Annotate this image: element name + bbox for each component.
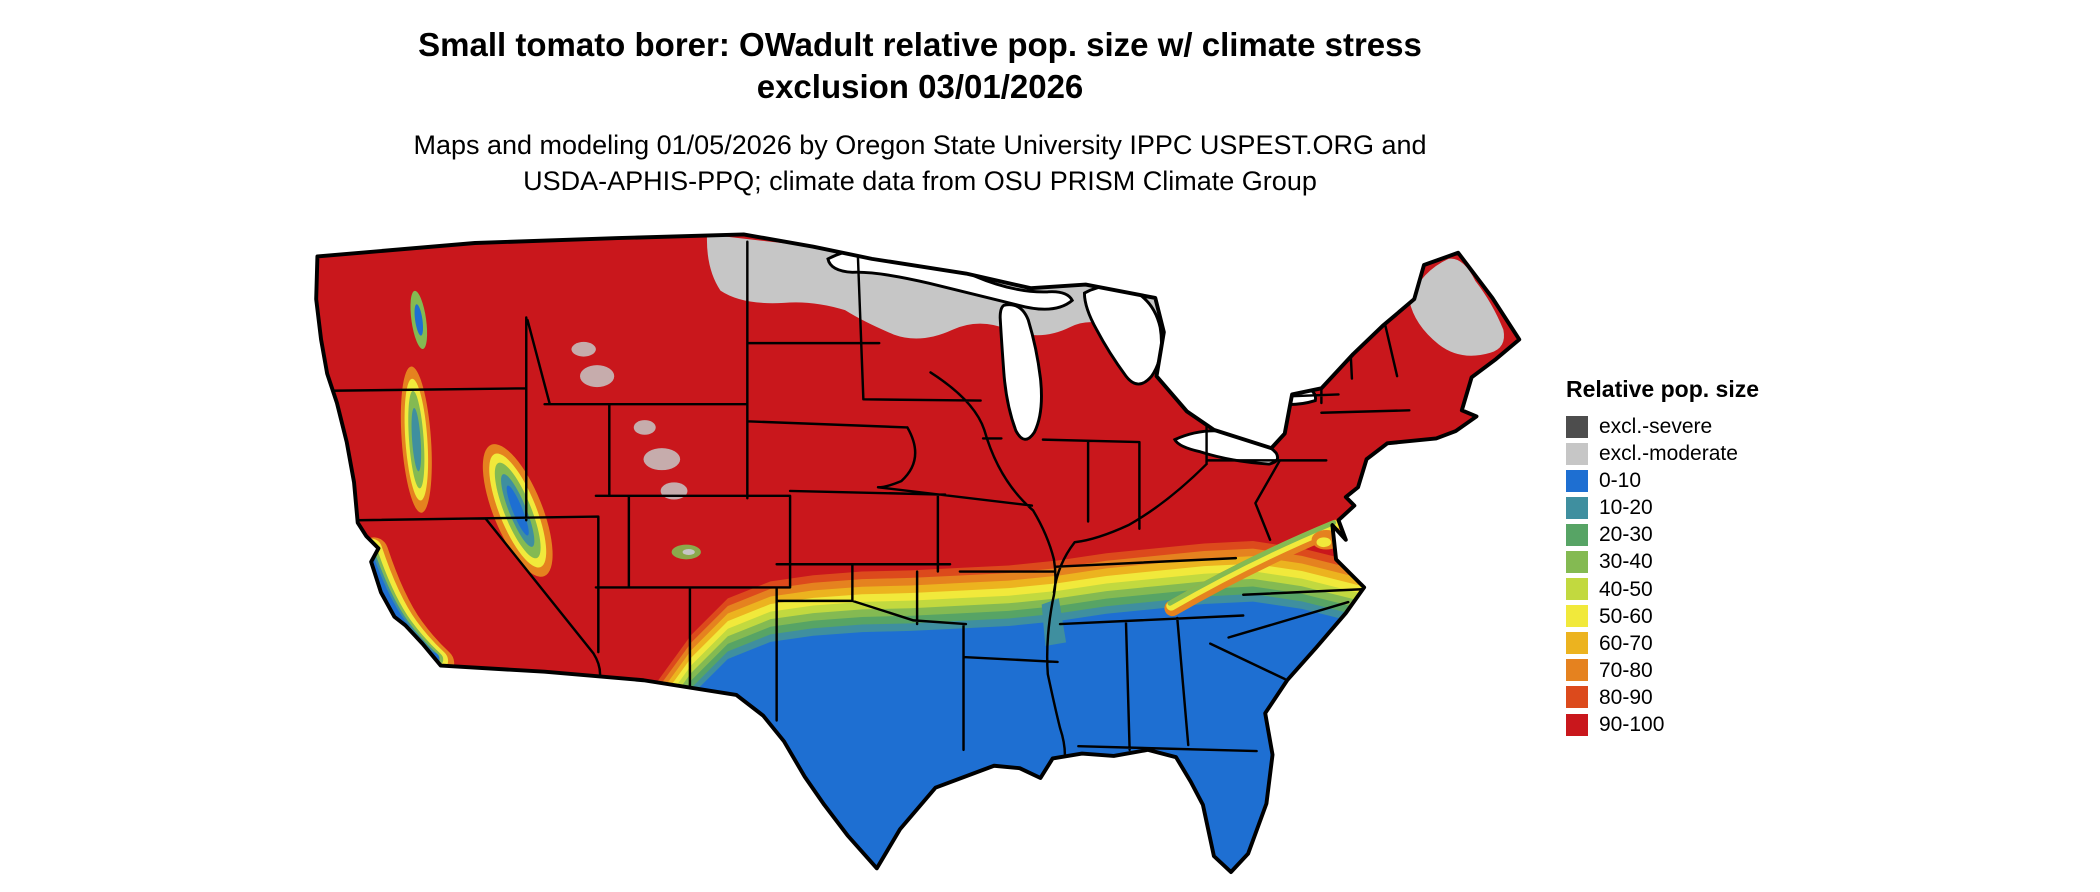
exclusion-moderate-rockies bbox=[571, 341, 688, 500]
legend-item-label: 50-60 bbox=[1599, 604, 1653, 628]
san-juan-spot bbox=[671, 544, 701, 560]
legend-item-label: 90-100 bbox=[1599, 713, 1665, 737]
great-lakes bbox=[826, 247, 1317, 466]
legend-swatch bbox=[1566, 659, 1588, 682]
map-subtitle-line-1: Maps and modeling 01/05/2026 by Oregon S… bbox=[413, 130, 1427, 161]
legend-swatch bbox=[1566, 713, 1588, 736]
us-map bbox=[314, 232, 1522, 874]
map-subtitle: Maps and modeling 01/05/2026 by Oregon S… bbox=[320, 128, 1520, 198]
map-subtitle-line-2: USDA-APHIS-PPQ; climate data from OSU PR… bbox=[523, 165, 1317, 196]
legend-swatch bbox=[1566, 551, 1588, 574]
legend-item: excl.-severe bbox=[1566, 415, 1886, 438]
map-fills bbox=[316, 234, 1520, 873]
legend-item-label: 30-40 bbox=[1599, 550, 1653, 574]
legend-swatch bbox=[1566, 523, 1588, 546]
legend-swatch bbox=[1566, 442, 1588, 465]
legend-swatch bbox=[1566, 469, 1588, 492]
legend-item: 60-70 bbox=[1566, 632, 1886, 655]
legend-item: 70-80 bbox=[1566, 659, 1886, 682]
legend-swatch bbox=[1566, 686, 1588, 709]
legend-title: Relative pop. size bbox=[1566, 376, 1760, 402]
exclusion-moderate-adirondacks bbox=[1267, 345, 1302, 371]
cascades-rings bbox=[400, 290, 432, 513]
exclusion-moderate-maine bbox=[1409, 258, 1505, 356]
legend-item: 50-60 bbox=[1566, 605, 1886, 628]
legend-item: excl.-moderate bbox=[1566, 442, 1886, 465]
state-borders bbox=[325, 238, 1411, 756]
legend-item-label: 20-30 bbox=[1599, 523, 1653, 547]
legend-item: 40-50 bbox=[1566, 578, 1886, 601]
map-header: Small tomato borer: OWadult relative pop… bbox=[320, 24, 1520, 199]
legend-item: 90-100 bbox=[1566, 713, 1886, 736]
legend-item: 30-40 bbox=[1566, 550, 1886, 573]
legend-swatch bbox=[1566, 605, 1588, 628]
population-gradient-bands bbox=[642, 541, 1520, 873]
legend-swatch bbox=[1566, 578, 1588, 601]
legend-item-label: 80-90 bbox=[1599, 685, 1653, 709]
lake-michigan bbox=[998, 303, 1043, 441]
legend-item: 20-30 bbox=[1566, 523, 1886, 546]
legend-item-label: 70-80 bbox=[1599, 658, 1653, 682]
map-title-line-1: Small tomato borer: OWadult relative pop… bbox=[418, 26, 1422, 63]
legend-item: 10-20 bbox=[1566, 496, 1886, 519]
legend-item-label: 60-70 bbox=[1599, 631, 1653, 655]
sierra-nevada-rings bbox=[482, 444, 553, 577]
map-title-line-2: exclusion 03/01/2026 bbox=[756, 68, 1084, 106]
legend-swatch bbox=[1566, 415, 1588, 438]
legend-item-label: 0-10 bbox=[1599, 469, 1642, 493]
legend-swatch bbox=[1566, 496, 1588, 519]
legend: Relative pop. size excl.-severe excl.-mo… bbox=[1566, 376, 1886, 740]
legend-swatch bbox=[1566, 632, 1588, 655]
legend-item: 0-10 bbox=[1566, 469, 1886, 492]
legend-item-label: 10-20 bbox=[1599, 496, 1653, 520]
legend-item-label: 40-50 bbox=[1599, 577, 1653, 601]
legend-item: 80-90 bbox=[1566, 686, 1886, 709]
exclusion-moderate-north bbox=[706, 234, 1164, 341]
legend-item-label: excl.-moderate bbox=[1599, 442, 1738, 466]
legend-item-label: excl.-severe bbox=[1599, 415, 1713, 438]
map-title: Small tomato borer: OWadult relative pop… bbox=[320, 24, 1520, 108]
